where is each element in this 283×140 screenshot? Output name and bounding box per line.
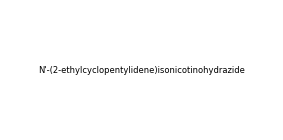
Text: N'-(2-ethylcyclopentylidene)isonicotinohydrazide: N'-(2-ethylcyclopentylidene)isonicotinoh…	[38, 66, 245, 74]
